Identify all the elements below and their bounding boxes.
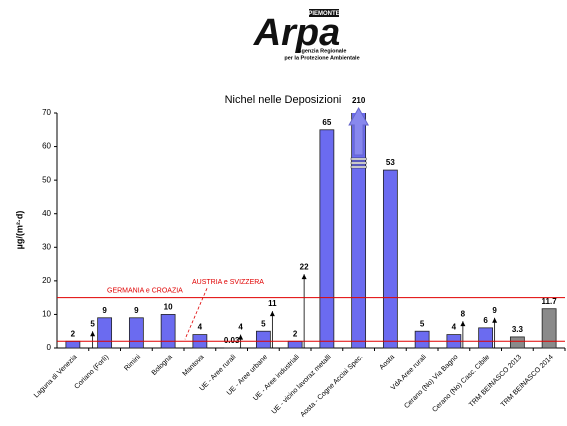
arrow-label: 11 <box>268 299 277 308</box>
data-label: 11.7 <box>542 297 558 306</box>
x-tick-label: Aosta <box>378 354 396 372</box>
arrow-head <box>301 274 307 280</box>
bar <box>287 340 303 349</box>
y-tick-label: 70 <box>42 108 51 117</box>
arrow-head <box>460 321 466 327</box>
data-label: 4 <box>452 323 457 332</box>
data-label: 3.3 <box>512 325 524 334</box>
x-tick-label: Aosta - Cogne Acciai Spec. <box>299 354 364 419</box>
chart-title: Nichel nelle Deposizioni <box>225 94 342 106</box>
x-tick-label: Cerano (No) Via Bagno <box>403 354 459 410</box>
data-label: 6 <box>483 316 488 325</box>
overflow-arrow <box>348 106 370 156</box>
y-tick-label: 10 <box>42 310 51 319</box>
bar <box>65 340 81 349</box>
bar <box>541 308 557 349</box>
arrow-label: 9 <box>492 306 497 315</box>
y-tick-label: 40 <box>42 209 51 218</box>
data-label: 65 <box>322 118 331 127</box>
arrow-head <box>90 331 96 337</box>
data-label: 5 <box>261 319 266 328</box>
bar <box>509 336 525 349</box>
x-tick-label: Coriano (Forlì) <box>73 354 110 391</box>
reference-pointer <box>184 288 208 340</box>
logo-line: per la Protezione Ambientale <box>284 55 359 61</box>
y-axis-label: µg/(m²·d) <box>14 211 24 250</box>
data-label: 10 <box>164 303 173 312</box>
y-tick-label: 60 <box>42 142 51 151</box>
x-tick-label: Mantova <box>182 354 206 378</box>
y-tick-label: 50 <box>42 175 51 184</box>
data-label: 4 <box>198 323 203 332</box>
logo-line: Agenzia Regionale <box>298 48 347 54</box>
axis-break <box>350 161 367 165</box>
arrow-label: 8 <box>461 309 466 318</box>
axis-break <box>350 157 367 161</box>
data-label: 2 <box>71 329 76 338</box>
arrow-head <box>269 311 275 317</box>
x-tick-label: Rimini <box>123 353 142 372</box>
arrow-label: 22 <box>300 262 309 271</box>
data-label: 210 <box>352 96 366 105</box>
axis-break <box>350 165 367 169</box>
bar <box>255 330 271 349</box>
y-tick-label: 30 <box>42 242 51 251</box>
data-label: 5 <box>420 319 425 328</box>
logo-name: Arpa <box>253 12 341 54</box>
bar <box>319 129 335 349</box>
data-label: 9 <box>102 306 107 315</box>
bar <box>128 317 144 349</box>
x-tick-label: UE - vicino lavoraz metalli <box>271 353 333 415</box>
data-label: 2 <box>293 329 298 338</box>
data-label: 0.03 <box>224 336 240 345</box>
bar <box>97 317 113 349</box>
bar <box>478 327 494 349</box>
x-tick-label: TRM BEINASCO 2014 <box>500 354 555 409</box>
bar <box>382 169 398 349</box>
y-tick-label: 20 <box>42 276 51 285</box>
x-tick-label: Laguna di Venezia <box>33 354 79 400</box>
x-tick-label: TRM BEINASCO 2013 <box>468 354 523 409</box>
arrow-head <box>492 317 498 323</box>
arrow-label: 4 <box>238 323 243 332</box>
data-label: 9 <box>134 306 139 315</box>
logo-band <box>309 9 339 17</box>
reference-label: GERMANIA e CROAZIA <box>107 287 183 294</box>
data-label: 53 <box>386 158 395 167</box>
reference-label: AUSTRIA e SVIZZERA <box>192 279 264 286</box>
bar <box>414 330 430 349</box>
arrow-label: 5 <box>90 319 95 328</box>
x-tick-label: Cerano (No) Casc. Cibile <box>431 354 491 414</box>
x-tick-label: Bologna <box>151 354 174 377</box>
plot-area <box>65 113 557 349</box>
y-tick-label: 0 <box>47 343 52 352</box>
bar <box>351 113 367 349</box>
bar <box>160 314 176 349</box>
arrow-head <box>238 334 244 340</box>
logo-region: PIEMONTE <box>308 11 339 17</box>
logo: Arpa PIEMONTE Agenzia Regionale per la P… <box>253 9 360 61</box>
